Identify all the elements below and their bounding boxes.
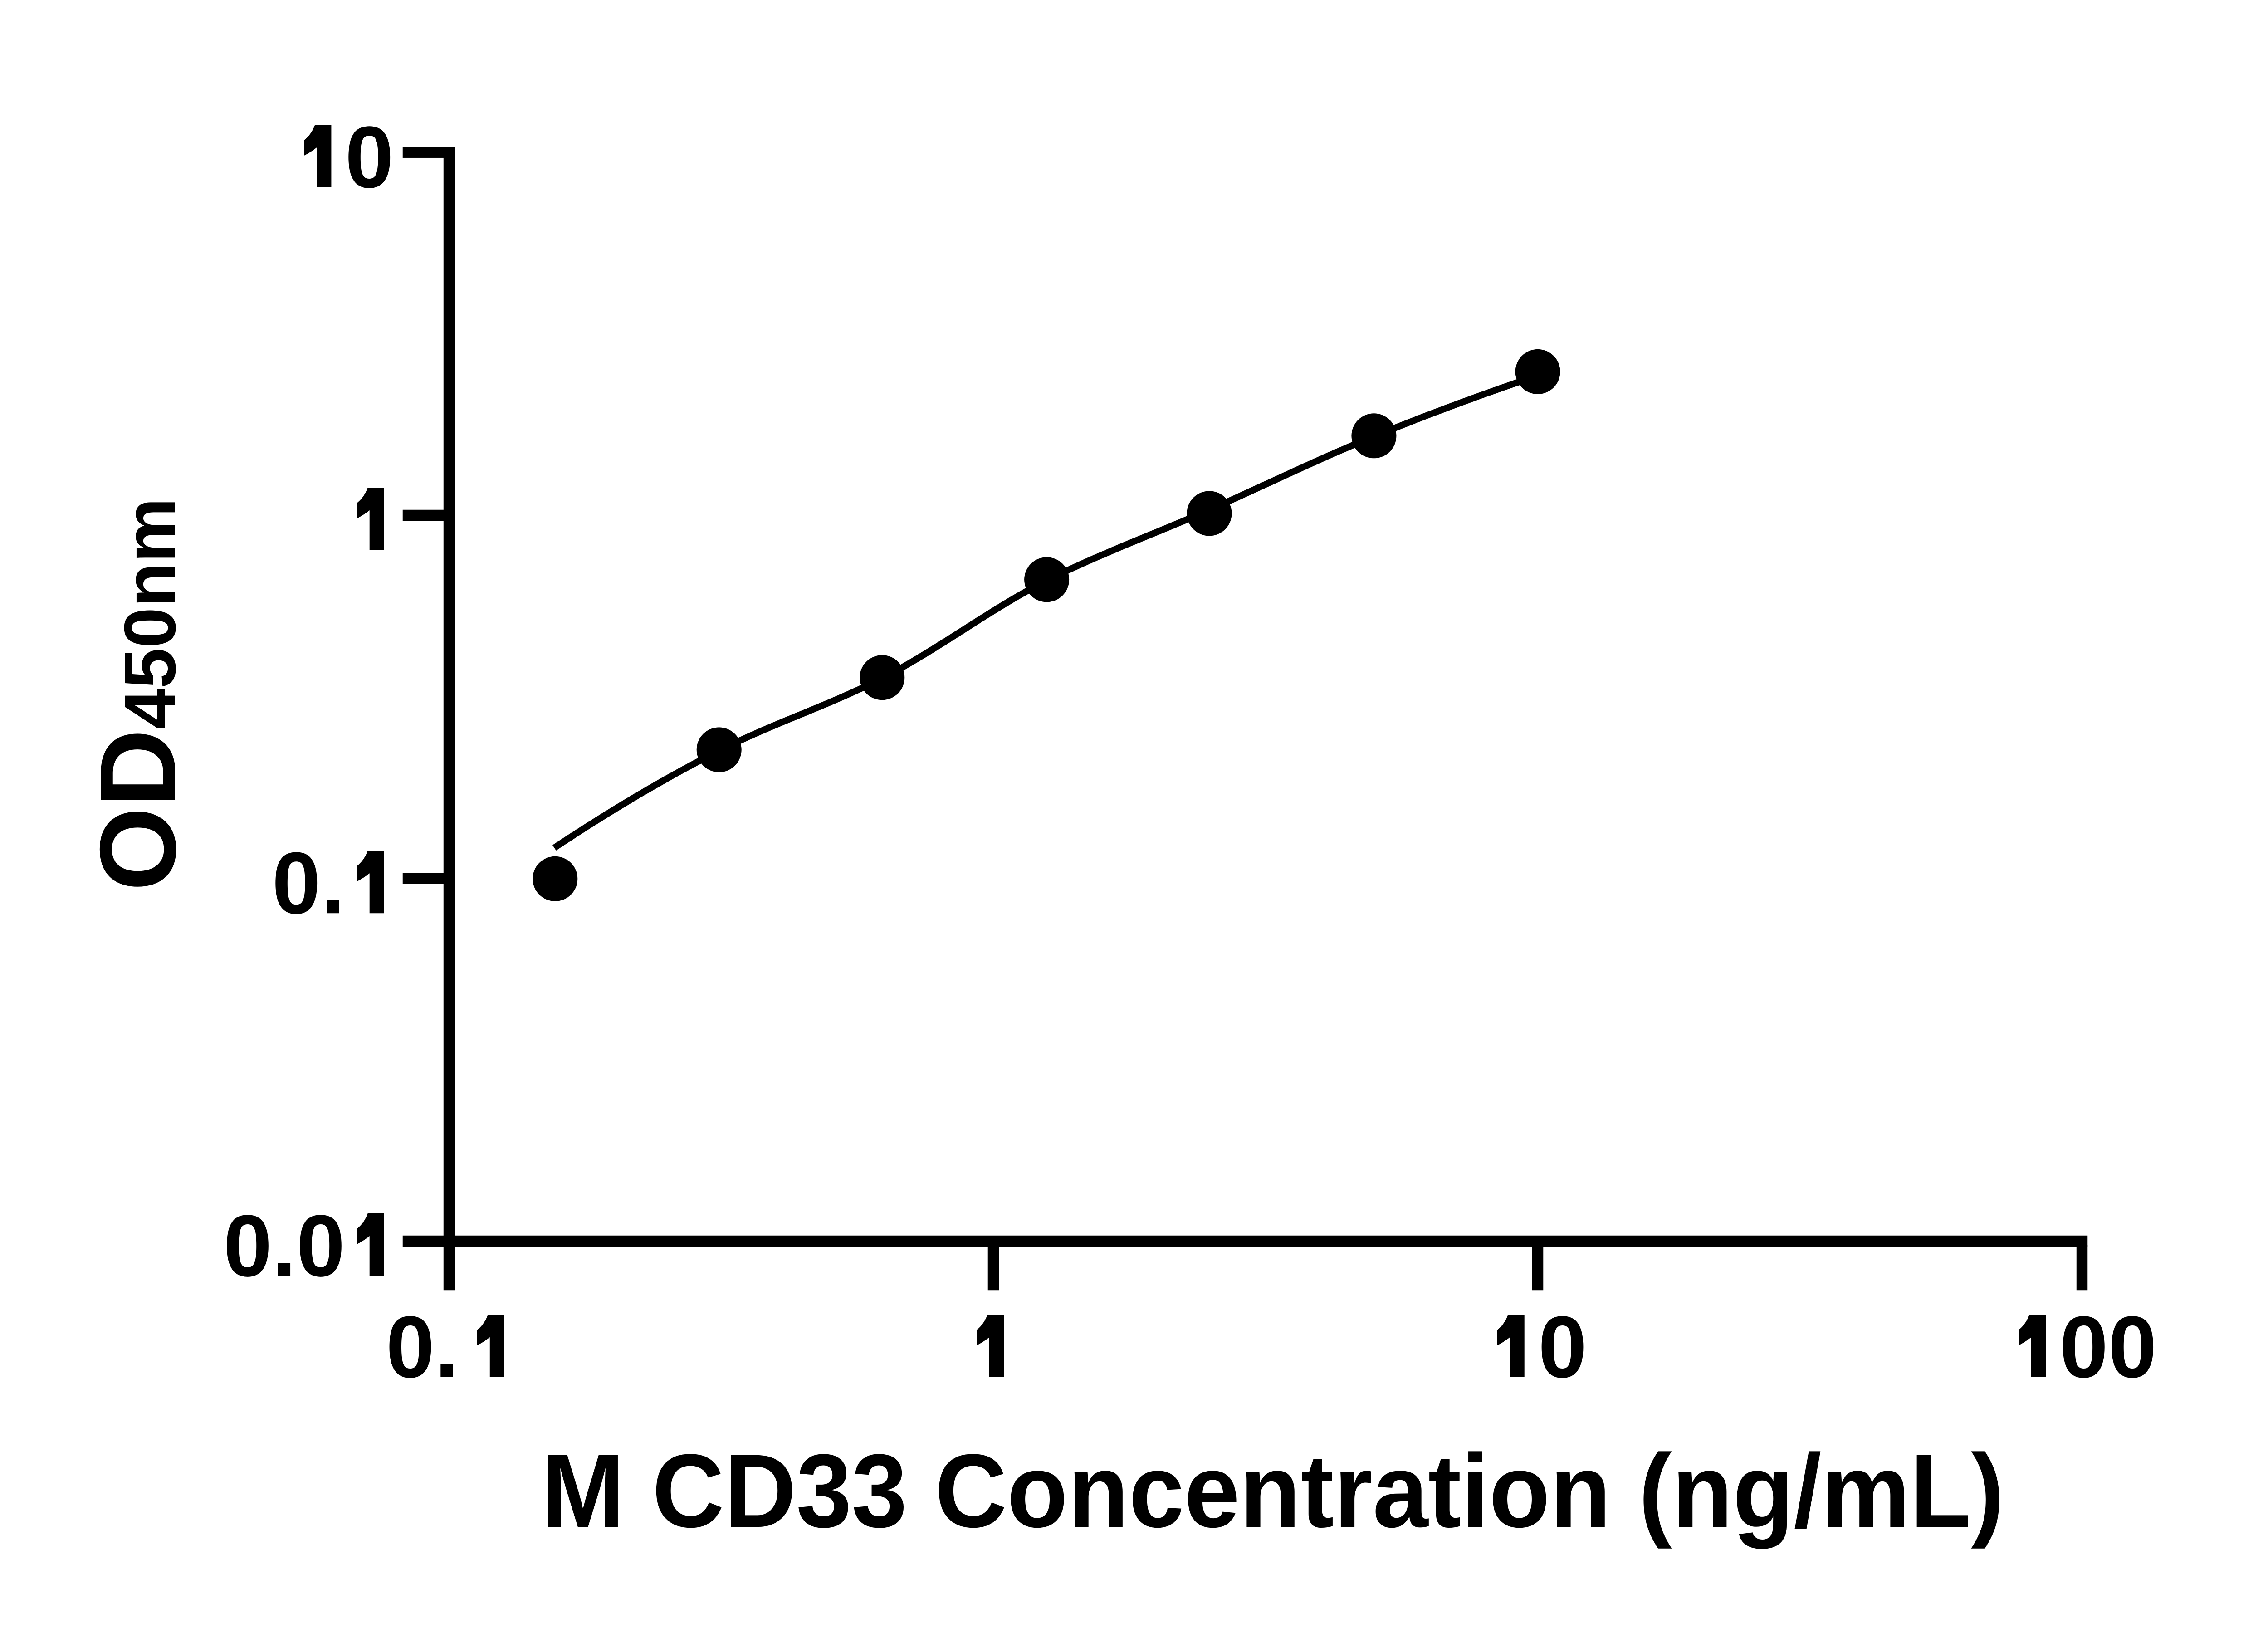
svg-text:OD450nm: OD450nm bbox=[78, 498, 198, 891]
svg-text:0.: 0. bbox=[272, 834, 345, 932]
svg-text:0.: 0. bbox=[386, 1298, 459, 1396]
svg-text:0: 0 bbox=[1538, 1298, 1587, 1396]
svg-text:M CD33 Concentration (ng/mL): M CD33 Concentration (ng/mL) bbox=[542, 1433, 2004, 1549]
svg-text:00: 00 bbox=[2059, 1298, 2157, 1396]
svg-text:0: 0 bbox=[345, 108, 394, 206]
svg-text:0.0: 0.0 bbox=[223, 1197, 345, 1295]
